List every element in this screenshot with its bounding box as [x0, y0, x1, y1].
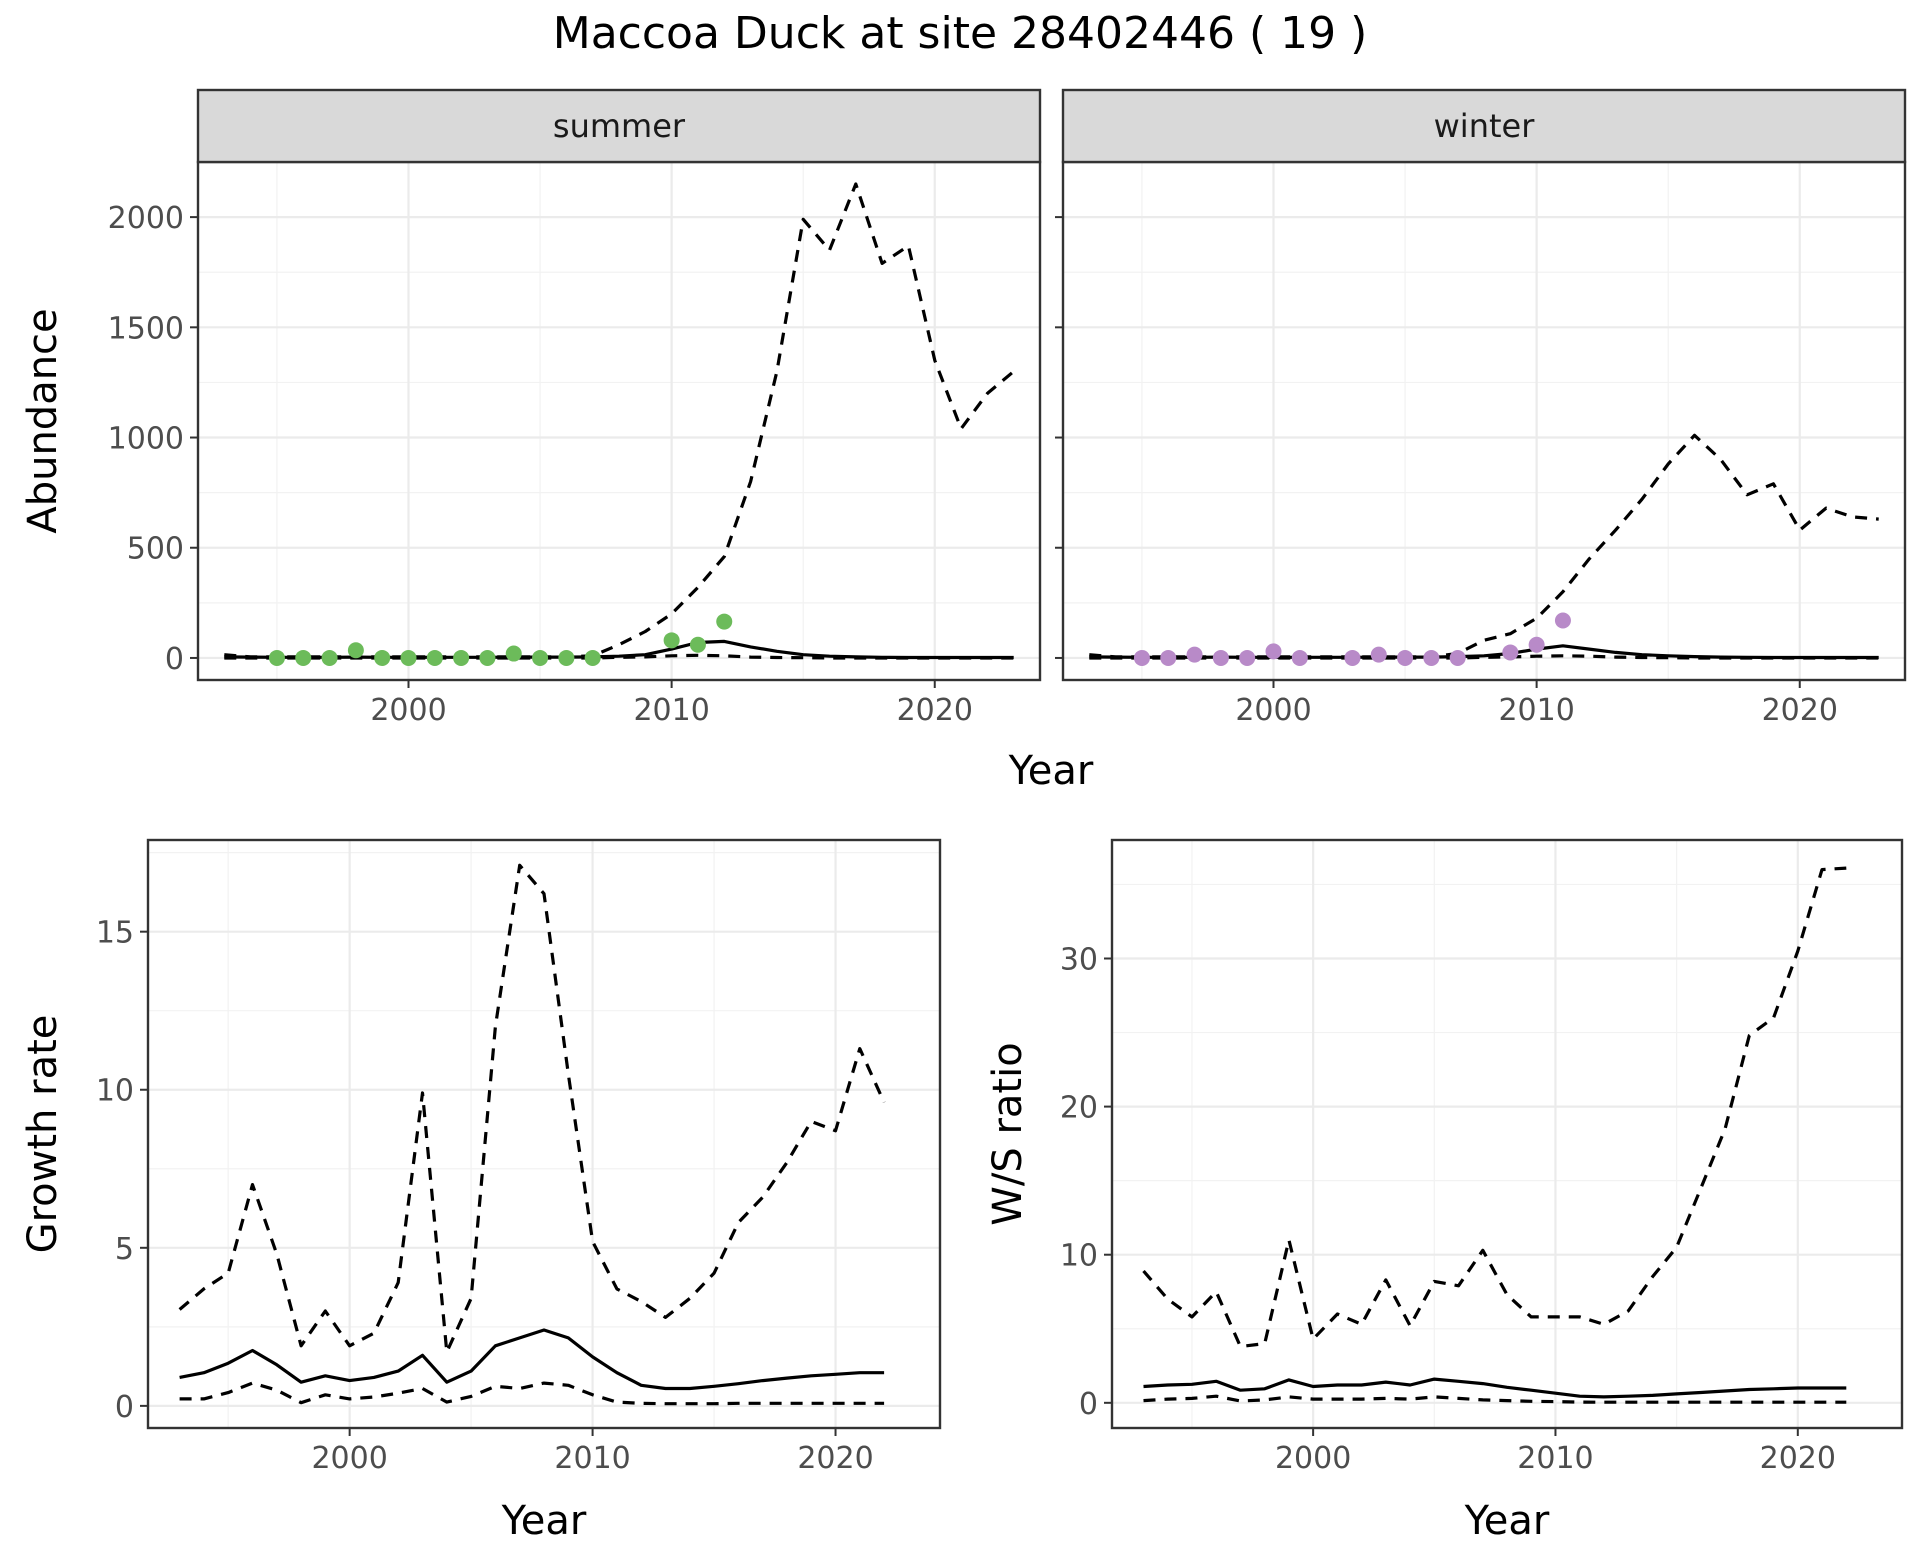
series-lower-line: [179, 1381, 885, 1406]
data-point: [1554, 612, 1571, 629]
data-point: [1212, 649, 1229, 666]
panel-panel-4: 2000 2010 2020 0 10 20 30 Year W/S ratio: [985, 838, 1904, 1544]
panel-summer: summer 2000 2010 2020 0 500 1000 1500 2000 Abunda…: [20, 88, 1042, 728]
data-point: [1449, 649, 1466, 666]
y-tick-label: 2000: [108, 201, 184, 236]
data-point: [374, 649, 391, 666]
x-axis-title: Year: [1464, 1498, 1550, 1544]
panel-background: [198, 162, 1040, 680]
y-tick-label: 1000: [108, 422, 184, 457]
data-point: [1133, 649, 1150, 666]
y-axis-title: Abundance: [20, 308, 66, 533]
facet-label-winter: winter: [1434, 107, 1536, 145]
panel-border: [146, 838, 942, 1430]
panel-winter: winter 2000 2010 2020: [1055, 88, 1907, 728]
data-point: [1423, 649, 1440, 666]
x-tick-label: 2000: [1235, 693, 1311, 728]
data-point: [347, 642, 364, 659]
x-axis-title: Year: [501, 1498, 587, 1544]
y-tick-label: 15: [96, 916, 134, 951]
data-point: [505, 645, 522, 662]
data-point: [1528, 636, 1545, 653]
x-tick-label: 2000: [1275, 1441, 1351, 1476]
panel-background: [148, 840, 940, 1428]
chart-title: Maccoa Duck at site 28402446 ( 19 ): [553, 8, 1368, 59]
data-point: [400, 649, 417, 666]
series-upper-line: [1142, 866, 1847, 1349]
panel-panel-3: 2000 2010 2020 0 5 10 15 Year Growth rate: [20, 838, 942, 1544]
x-tick-label: 2010: [1498, 693, 1574, 728]
data-point: [321, 649, 338, 666]
data-point: [1265, 643, 1282, 660]
y-tick-label: 30: [1060, 942, 1098, 977]
x-axis-title-top: Year: [1008, 748, 1094, 794]
data-point: [1160, 649, 1177, 666]
facet-strip: [1061, 88, 1907, 164]
series-mean-line: [179, 1328, 885, 1391]
panel-background: [1112, 840, 1902, 1428]
x-tick-label: 2020: [1760, 1441, 1836, 1476]
series-mean-line: [1143, 1377, 1847, 1399]
data-point: [295, 649, 312, 666]
y-tick-label: 0: [165, 642, 184, 677]
data-point: [1344, 649, 1361, 666]
x-tick-label: 2010: [554, 1441, 630, 1476]
facet-strip: [196, 88, 1042, 164]
y-tick-label: 5: [115, 1232, 134, 1267]
panel-border: [1110, 838, 1904, 1430]
y-tick-label: 10: [96, 1074, 134, 1109]
data-point: [558, 649, 575, 666]
y-axis-title: Growth rate: [20, 1015, 66, 1254]
x-tick-label: 2020: [1762, 693, 1838, 728]
data-point: [268, 649, 285, 666]
data-point: [479, 649, 496, 666]
y-tick-label: 500: [127, 532, 184, 567]
data-point: [1502, 644, 1519, 661]
y-tick-label: 0: [115, 1390, 134, 1425]
series-upper-line: [178, 863, 886, 1354]
panel-background: [1063, 162, 1905, 680]
data-point: [663, 632, 680, 649]
data-point: [716, 613, 733, 630]
x-tick-label: 2020: [897, 693, 973, 728]
x-tick-label: 2000: [370, 693, 446, 728]
data-point: [584, 649, 601, 666]
facet-label-summer: summer: [553, 107, 686, 145]
data-point: [453, 649, 470, 666]
data-point: [689, 636, 706, 653]
data-point: [1186, 646, 1203, 663]
data-point: [1397, 649, 1414, 666]
y-tick-label: 0: [1079, 1387, 1098, 1422]
data-point: [532, 649, 549, 666]
x-tick-label: 2000: [311, 1441, 387, 1476]
x-tick-label: 2010: [633, 693, 709, 728]
data-point: [426, 649, 443, 666]
data-point: [1239, 649, 1256, 666]
data-point: [1291, 649, 1308, 666]
y-axis-title: W/S ratio: [985, 1042, 1031, 1225]
y-tick-label: 20: [1060, 1091, 1098, 1126]
x-tick-label: 2020: [797, 1441, 873, 1476]
y-tick-label: 10: [1060, 1239, 1098, 1274]
x-tick-label: 2010: [1517, 1441, 1593, 1476]
y-tick-label: 1500: [108, 311, 184, 346]
data-point: [1370, 646, 1387, 663]
